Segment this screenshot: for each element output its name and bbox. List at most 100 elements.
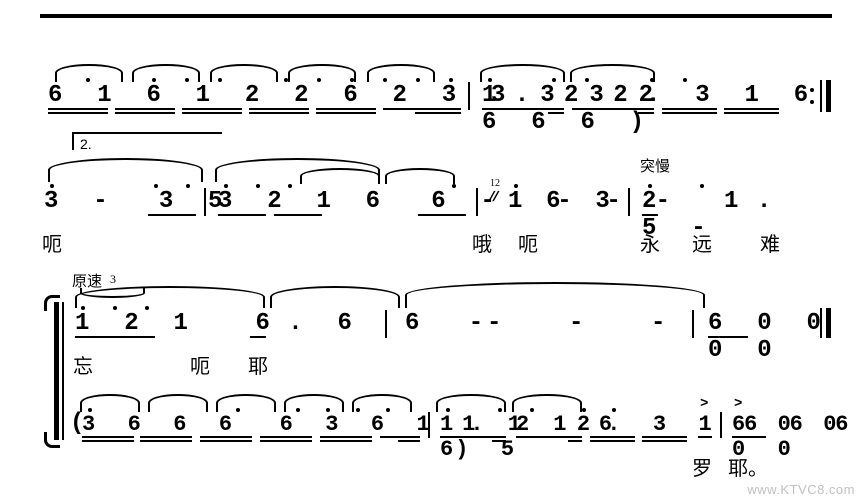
- note: 0: [778, 437, 793, 462]
- lyric: 难: [760, 228, 780, 257]
- note-underline: [642, 214, 658, 216]
- tie-arc: [288, 64, 356, 82]
- tie-arc: [300, 168, 380, 184]
- volta-box: [72, 132, 222, 150]
- octave-dot: [317, 78, 321, 82]
- note: 0: [823, 412, 838, 437]
- repeat-dot: [810, 100, 814, 104]
- note-underline: [568, 440, 582, 442]
- note: 0: [708, 337, 724, 364]
- note-underline: [482, 108, 564, 110]
- octave-dot: [224, 184, 228, 188]
- octave-dot: [350, 78, 354, 82]
- note-underline: [115, 108, 175, 110]
- note: 3: [218, 188, 234, 215]
- note: 6: [531, 109, 547, 136]
- note-underline: [732, 436, 766, 438]
- tempo-label: 突慢: [640, 155, 670, 176]
- note: 6: [280, 412, 295, 437]
- tie-arc: [284, 394, 344, 412]
- lyric: 永: [640, 228, 660, 257]
- note-underline: [415, 112, 461, 114]
- staff2-seg4: 2 1 . 5 -: [642, 188, 867, 242]
- lyric: 呃: [518, 228, 538, 257]
- note: 1: [724, 188, 740, 215]
- note-underline: [148, 214, 196, 216]
- staff3a-seg2: 6 - - -: [405, 310, 667, 337]
- note: 1: [508, 188, 524, 215]
- octave-dot: [86, 78, 90, 82]
- note: 1: [196, 82, 212, 109]
- note-underline: [662, 112, 717, 114]
- note: 6: [146, 82, 162, 109]
- note-underline: [200, 436, 252, 438]
- octave-dot: [186, 184, 190, 188]
- tie-arc: [405, 282, 705, 308]
- barline: [476, 188, 478, 216]
- note: 6: [255, 310, 271, 337]
- note-underline: [140, 436, 192, 438]
- octave-dot: [452, 184, 456, 188]
- octave-dot: [50, 184, 54, 188]
- note-underline: [249, 108, 309, 110]
- barline: [692, 310, 694, 338]
- volta-label: 2.: [80, 136, 92, 152]
- barline: [468, 82, 470, 110]
- octave-dot: [154, 184, 158, 188]
- octave-dot: [386, 408, 390, 412]
- barline: [720, 412, 722, 438]
- note-underline: [260, 440, 312, 442]
- note: 6: [48, 82, 64, 109]
- tie-arc: [270, 286, 400, 308]
- lyric: 哦: [472, 228, 492, 257]
- note-underline: [642, 440, 687, 442]
- tie-arc: [512, 394, 582, 412]
- lyric: 耶。: [728, 452, 768, 481]
- tie-arc: [367, 64, 435, 82]
- octave-dot: [284, 78, 288, 82]
- note-underline: [316, 108, 376, 110]
- staff-rule-top: [40, 14, 832, 18]
- note: 2: [393, 82, 409, 109]
- note: 1: [698, 412, 713, 437]
- accent-mark: >: [700, 396, 708, 412]
- octave-dot: [700, 184, 704, 188]
- octave-dot: [81, 306, 85, 310]
- barline: [628, 188, 630, 216]
- note: 6: [128, 412, 143, 437]
- note: 0: [757, 310, 773, 337]
- note: 3: [325, 412, 340, 437]
- barline: [204, 188, 206, 216]
- note-underline: [274, 214, 322, 216]
- lyric: 罗: [692, 452, 712, 481]
- note: 6: [794, 82, 810, 109]
- note: 1: [75, 310, 91, 337]
- octave-dot: [648, 184, 652, 188]
- note-underline: [320, 440, 372, 442]
- tie-arc: [132, 64, 200, 82]
- note-underline: [380, 436, 420, 438]
- music-notation-page: 6 1 6 1 2 2 6 2 3 3 3 3 2 1 . 2 2 .: [0, 0, 867, 503]
- lyric: 耶: [248, 350, 268, 379]
- note-underline: [590, 440, 635, 442]
- note: 2: [267, 188, 283, 215]
- note: 1: [440, 412, 455, 437]
- octave-dot: [256, 184, 260, 188]
- octave-dot: [530, 408, 534, 412]
- octave-dot: [185, 78, 189, 82]
- accent-mark: >: [734, 396, 742, 412]
- note: 0: [757, 337, 773, 364]
- repeat-dot: [810, 88, 814, 92]
- note: 2: [516, 412, 531, 437]
- octave-dot: [296, 408, 300, 412]
- octave-dot: [88, 408, 92, 412]
- note-underline: [590, 436, 635, 438]
- note-underline: [418, 214, 466, 216]
- note: 6: [482, 109, 498, 136]
- note: 1: [744, 82, 760, 109]
- octave-dot: [152, 78, 156, 82]
- note: 2: [245, 82, 261, 109]
- lyric: 呃: [42, 228, 62, 257]
- octave-dot: [514, 184, 518, 188]
- note-underline: [48, 108, 108, 110]
